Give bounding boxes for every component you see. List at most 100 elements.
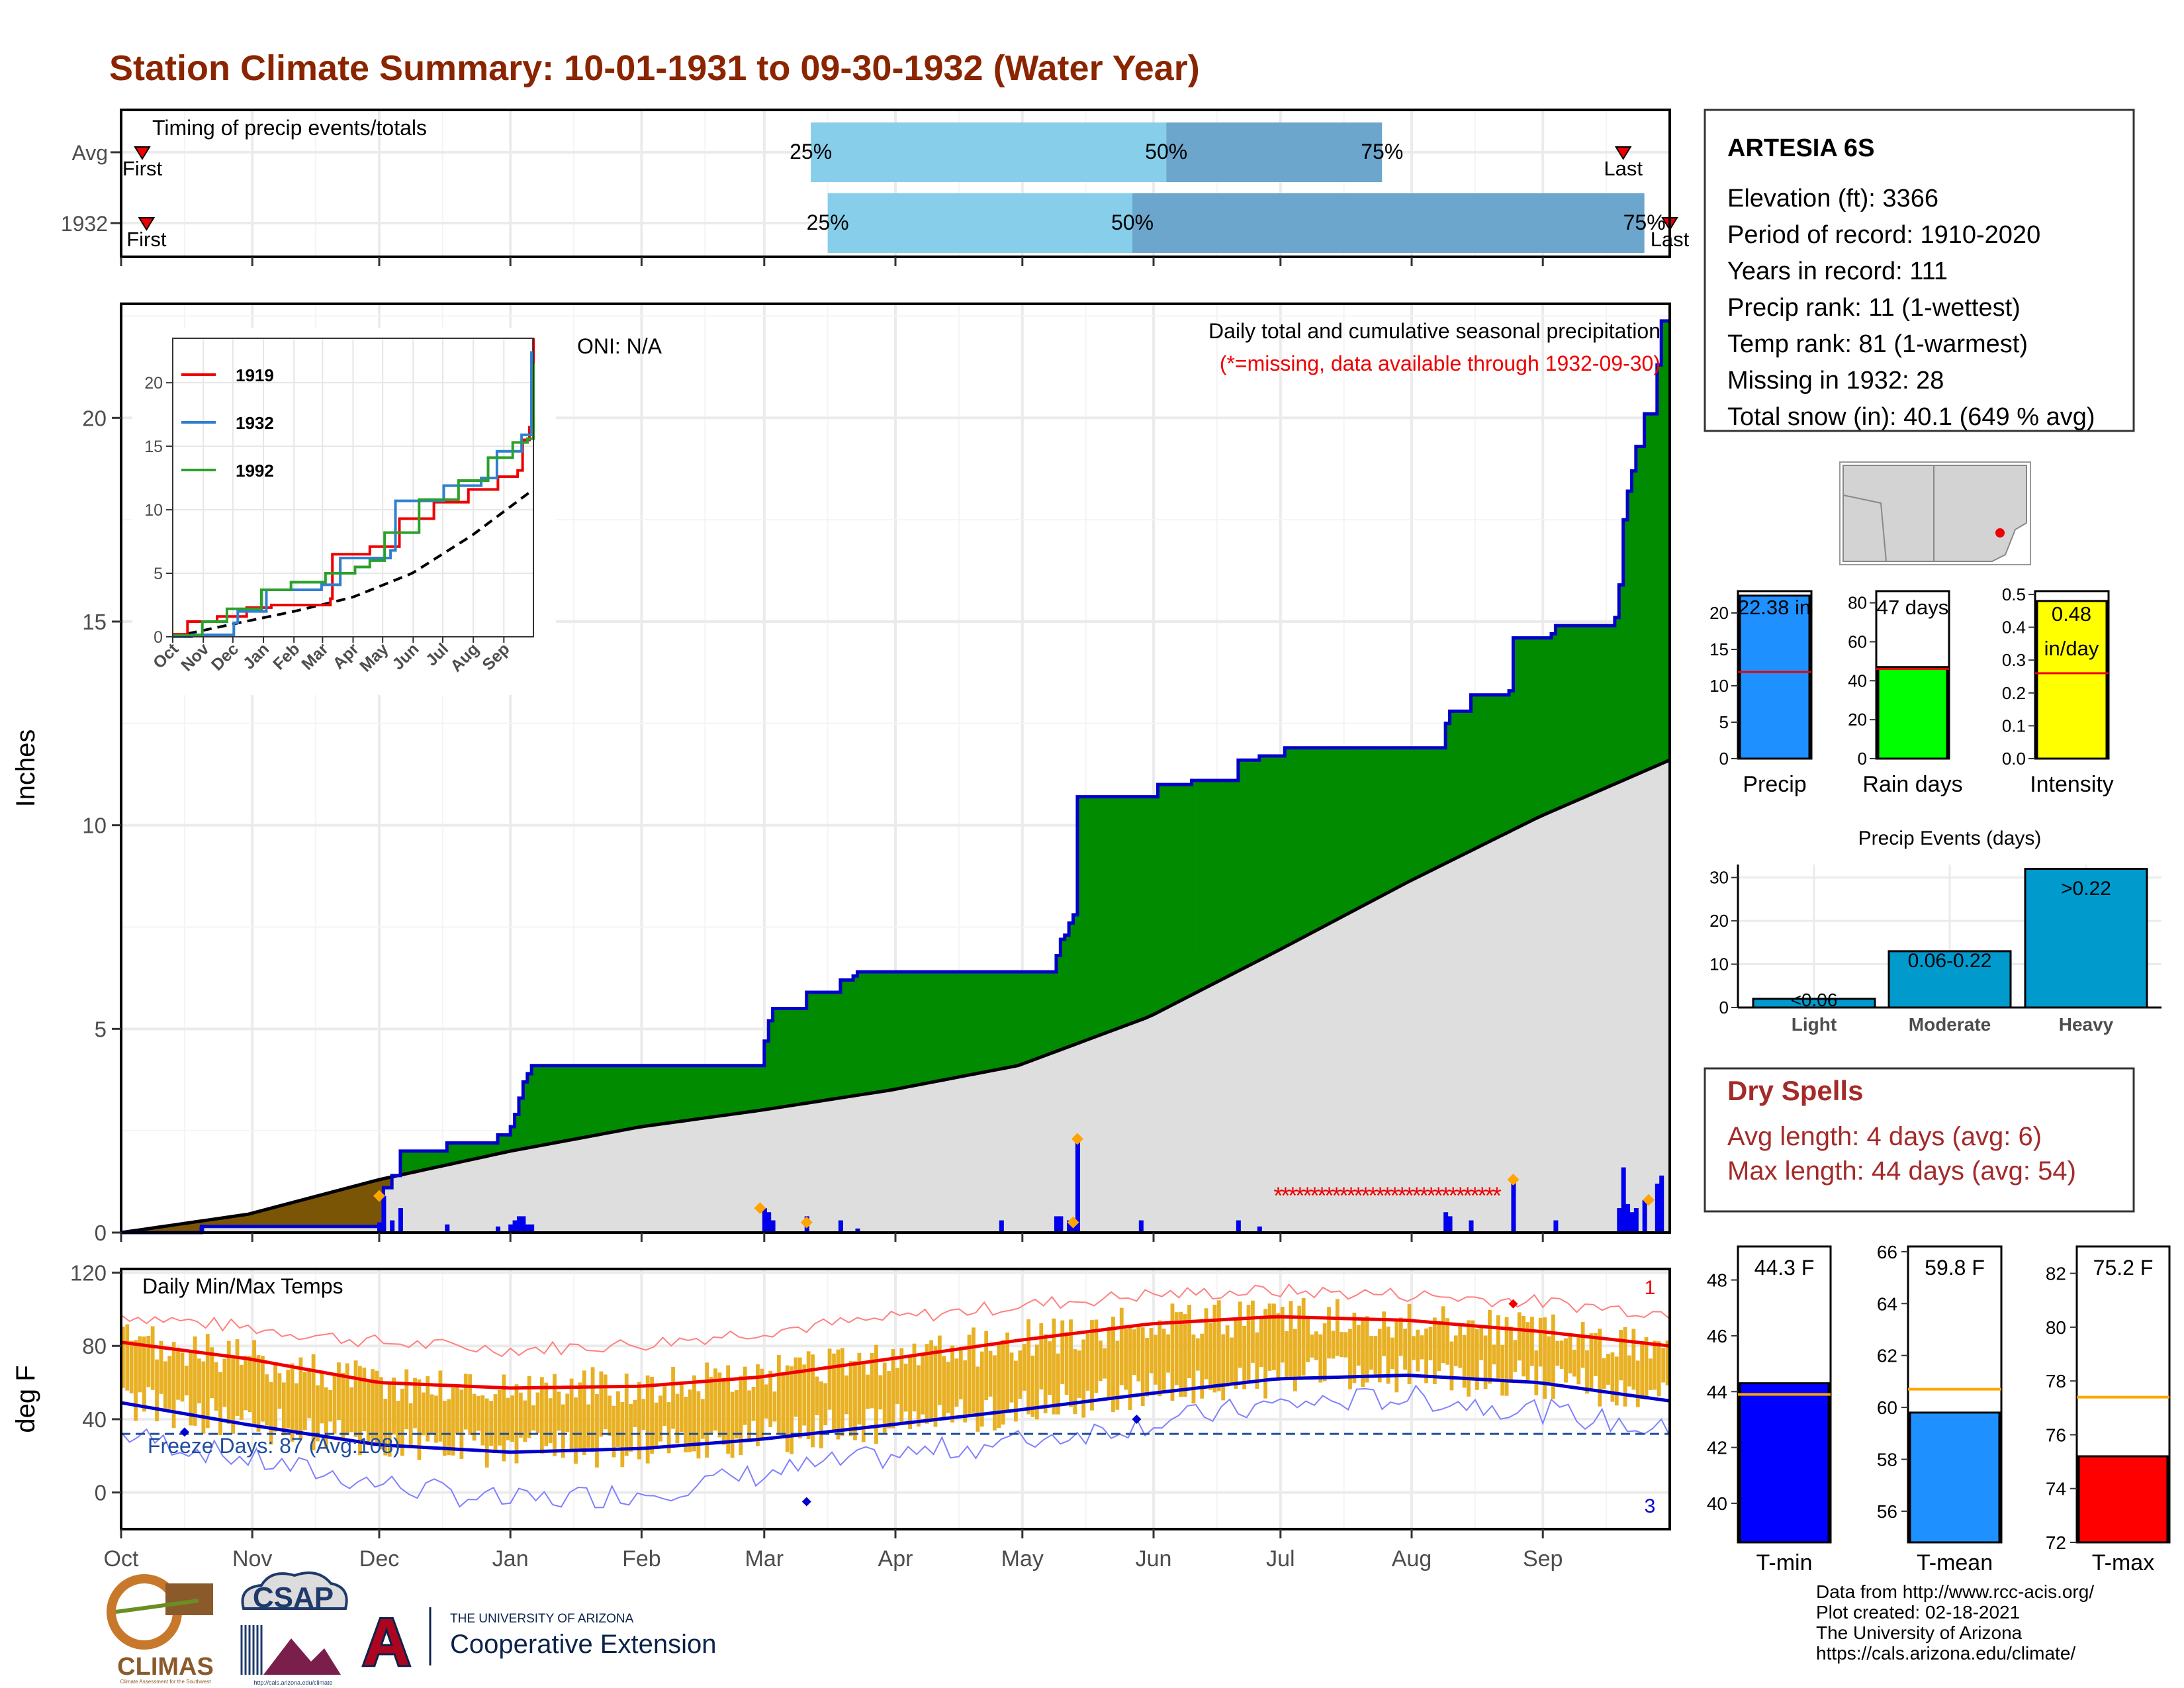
daily-temp-range-bar xyxy=(1052,1318,1056,1415)
daily-temp-range-bar xyxy=(891,1349,895,1429)
temp-y-tick-label: 80 xyxy=(82,1334,107,1358)
timing-bar-50-75 xyxy=(1132,193,1645,253)
daily-temp-range-bar xyxy=(641,1399,646,1430)
temp-summary-y-tick-label: 82 xyxy=(2046,1264,2066,1284)
daily-temp-range-bar xyxy=(853,1361,857,1440)
timing-q25-label: 25% xyxy=(807,211,849,234)
freeze-days-label: Freeze Days: 87 (Avg:108) xyxy=(148,1434,400,1458)
station-info-box: ARTESIA 6S Elevation (ft): 3366 Period of … xyxy=(1704,109,2135,432)
daily-precip-bar xyxy=(1617,1208,1622,1233)
daily-temp-range-bar xyxy=(189,1352,193,1426)
events-bar-moderate xyxy=(1888,950,2012,1009)
daily-temp-range-bar xyxy=(1365,1316,1369,1383)
daily-temp-range-bar xyxy=(1212,1304,1217,1393)
daily-temp-range-bar xyxy=(1140,1327,1145,1407)
dry-spells-box: Dry Spells Avg length: 4 days (avg: 6) Max… xyxy=(1704,1067,2135,1213)
month-tick-label: Dec xyxy=(359,1546,399,1571)
inset-panel: 19191932199205101520OctNovDecJanFebMarAp… xyxy=(132,328,556,695)
summary-y-tick-label: 0.2 xyxy=(2002,683,2026,703)
daily-temp-range-bar xyxy=(819,1381,823,1448)
daily-temp-range-bar xyxy=(1428,1327,1433,1360)
daily-temp-range-bar xyxy=(1136,1323,1141,1382)
daily-temp-range-bar xyxy=(1471,1320,1475,1381)
daily-precip-bar xyxy=(1625,1203,1631,1233)
daily-temp-range-bar xyxy=(214,1362,218,1411)
daily-temp-range-bar xyxy=(764,1384,768,1419)
daily-temp-range-bar xyxy=(121,1327,125,1388)
temp-y-tick-label: 40 xyxy=(82,1407,107,1432)
daily-temp-range-bar xyxy=(874,1344,878,1444)
csap-url-text: http://cals.arizona.edu/climate xyxy=(253,1679,332,1686)
daily-temp-range-bar xyxy=(1453,1335,1458,1366)
daily-temp-range-bar xyxy=(362,1368,367,1432)
daily-temp-range-bar xyxy=(717,1372,722,1438)
daily-temp-range-bar xyxy=(316,1385,320,1442)
daily-temp-range-bar xyxy=(1145,1337,1150,1397)
summary-y-tick-label: 40 xyxy=(1848,671,1867,690)
temp-summary-value-label: 75.2 F xyxy=(2093,1256,2154,1280)
daily-temp-range-bar xyxy=(768,1370,772,1427)
daily-temp-range-bar xyxy=(193,1336,197,1426)
timing-q25-label: 25% xyxy=(790,140,832,164)
daily-temp-range-bar xyxy=(578,1382,582,1449)
daily-precip-bar xyxy=(1621,1167,1626,1233)
daily-temp-range-bar xyxy=(180,1352,185,1402)
daily-precip-bar xyxy=(1655,1184,1660,1233)
daily-temp-range-bar xyxy=(353,1360,358,1437)
last-event-label: Last xyxy=(1604,157,1643,180)
daily-temp-range-bar xyxy=(1221,1334,1226,1401)
daily-temp-range-bar xyxy=(912,1343,917,1412)
daily-temp-range-bar xyxy=(544,1382,549,1446)
oni-label: ONI: N/A xyxy=(577,334,662,358)
daily-temp-range-bar xyxy=(1522,1315,1526,1377)
temp-summary-category-label: T-max xyxy=(2092,1550,2154,1575)
daily-temp-range-bar xyxy=(1026,1319,1030,1415)
daily-temp-range-bar xyxy=(899,1348,904,1423)
daily-temp-range-bar xyxy=(125,1324,130,1391)
daily-temp-range-bar xyxy=(1424,1328,1428,1383)
daily-precip-bar xyxy=(1054,1216,1059,1233)
month-tick-label: Sep xyxy=(1523,1546,1563,1571)
daily-temp-range-bar xyxy=(548,1398,553,1444)
daily-temp-range-bar xyxy=(1174,1312,1179,1385)
daily-temp-range-bar xyxy=(942,1356,946,1418)
daily-temp-range-bar xyxy=(781,1372,786,1436)
daily-temp-range-bar xyxy=(1246,1305,1251,1383)
daily-temp-range-bar xyxy=(134,1340,138,1421)
daily-temp-range-bar xyxy=(946,1362,950,1413)
daily-temp-range-bar xyxy=(1238,1301,1242,1368)
daily-precip-bar xyxy=(838,1220,843,1233)
daily-temp-range-bar xyxy=(1564,1338,1568,1383)
events-category-label: Light xyxy=(1792,1014,1837,1035)
daily-temp-range-bar xyxy=(629,1403,633,1452)
temp-summary-panel: 40 42 44 46 48 44.3 F T-min 56 58 60 62 64 66 59.8 F T… xyxy=(1707,1242,2171,1575)
summary-y-tick-label: 5 xyxy=(1719,712,1729,732)
daily-temp-range-bar xyxy=(358,1366,362,1456)
daily-precip-bar xyxy=(766,1212,772,1233)
daily-temp-range-bar xyxy=(832,1353,836,1431)
temp-y-axis-title: deg F xyxy=(11,1365,40,1432)
daily-temp-range-bar xyxy=(1285,1331,1289,1379)
daily-temp-range-bar xyxy=(1064,1332,1069,1395)
daily-temp-range-bar xyxy=(1589,1333,1594,1391)
daily-precip-bar xyxy=(508,1224,514,1233)
daily-temp-range-bar xyxy=(848,1361,853,1436)
credits-block: Data from http://www.rcc-acis.org/Plot c… xyxy=(1816,1581,2094,1664)
daily-temp-range-bar xyxy=(954,1358,959,1407)
daily-precip-bar xyxy=(390,1220,395,1233)
daily-temp-range-bar xyxy=(882,1362,887,1433)
precip-y-tick-label: 15 xyxy=(82,610,107,634)
daily-temp-range-bar xyxy=(963,1360,968,1423)
daily-temp-range-bar xyxy=(887,1371,891,1429)
daily-precip-bar xyxy=(377,1222,382,1233)
daily-temp-range-bar xyxy=(1103,1348,1107,1379)
daily-temp-range-bar xyxy=(472,1393,477,1441)
daily-temp-range-bar xyxy=(201,1361,206,1434)
first-event-marker xyxy=(134,146,151,160)
daily-temp-range-bar xyxy=(447,1399,451,1456)
daily-temp-range-bar xyxy=(295,1383,298,1431)
daily-temp-range-bar xyxy=(1001,1340,1005,1425)
daily-temp-range-bar xyxy=(1441,1306,1445,1364)
daily-temp-range-bar xyxy=(756,1364,760,1446)
ua-small-text: THE UNIVERSITY OF ARIZONA xyxy=(450,1612,634,1626)
